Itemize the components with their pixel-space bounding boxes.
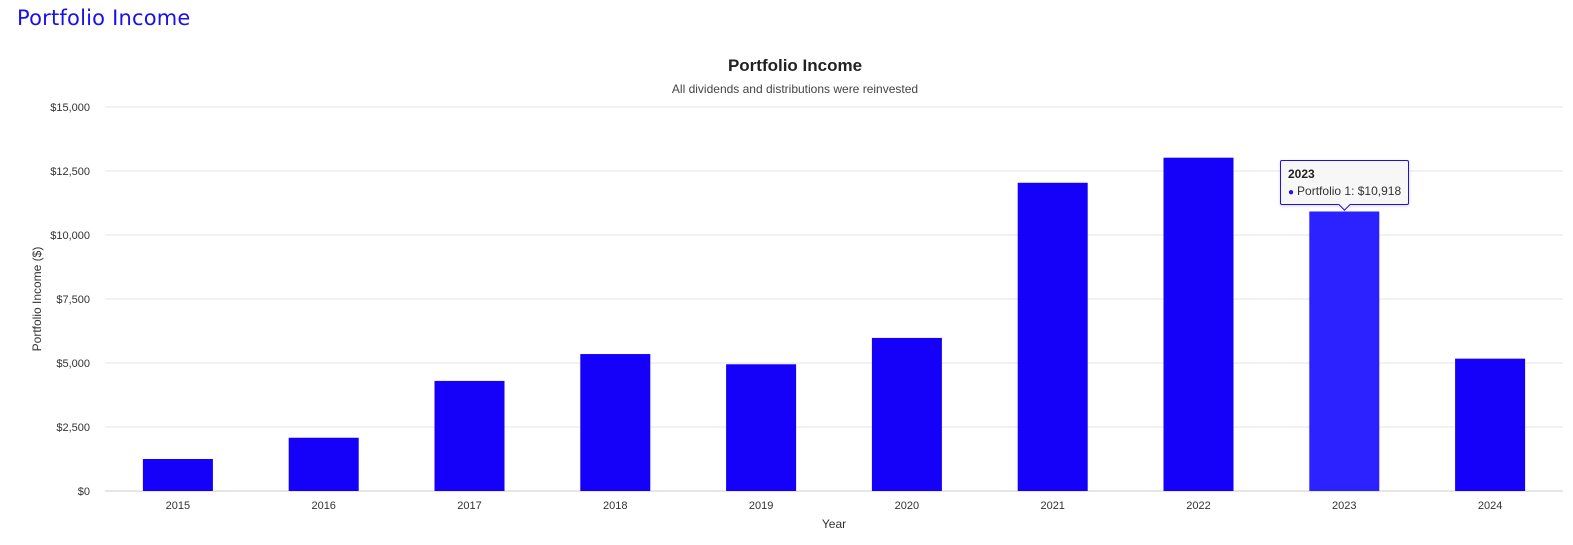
x-axis-label: Year: [822, 517, 846, 531]
bar-2015[interactable]: [142, 459, 213, 491]
y-axis-label: Portfolio Income ($): [30, 247, 44, 352]
bar-2016[interactable]: [288, 437, 359, 491]
bar-2023[interactable]: [1309, 211, 1380, 491]
tooltip-series-value: Portfolio 1: $10,918: [1297, 184, 1402, 198]
bar-2020[interactable]: [871, 337, 942, 491]
bar-2021[interactable]: [1017, 182, 1088, 491]
x-tick-label: 2024: [1478, 500, 1502, 512]
bar-2017[interactable]: [434, 380, 505, 491]
y-tick-label: $12,500: [50, 166, 90, 178]
x-tick-label: 2023: [1332, 500, 1356, 512]
y-tick-label: $15,000: [50, 102, 90, 114]
series-dot-icon: ●: [1288, 187, 1295, 198]
y-axis-ticks: $0 $2,500 $5,000 $7,500 $10,000 $12,500 $15,00…: [50, 102, 90, 498]
chart-title: Portfolio Income: [728, 56, 862, 75]
x-tick-label: 2016: [311, 500, 335, 512]
y-tick-label: $2,500: [56, 422, 90, 434]
bar-2024[interactable]: [1455, 358, 1526, 491]
bar-2022[interactable]: [1163, 157, 1234, 492]
x-tick-label: 2015: [166, 500, 190, 512]
bar-2018[interactable]: [580, 354, 651, 491]
y-tick-label: $0: [78, 486, 90, 498]
x-tick-label: 2019: [749, 500, 773, 512]
bars: [142, 157, 1526, 492]
x-tick-label: 2017: [457, 500, 481, 512]
x-tick-label: 2020: [895, 500, 919, 512]
x-axis-ticks: 2015 2016 2017 2018 2019 2020 2021 2022 2023 2024: [166, 500, 1503, 512]
page-heading: Portfolio Income: [17, 6, 191, 30]
x-tick-label: 2018: [603, 500, 627, 512]
chart-subtitle: All dividends and distributions were rei…: [672, 82, 918, 96]
y-tick-label: $10,000: [50, 230, 90, 242]
tooltip-series-row: ● Portfolio 1: $10,918: [1288, 184, 1401, 198]
x-tick-label: 2021: [1040, 500, 1064, 512]
tooltip-year: 2023: [1288, 167, 1315, 181]
bar-2019[interactable]: [726, 364, 797, 491]
y-tick-label: $5,000: [56, 358, 90, 370]
x-tick-label: 2022: [1186, 500, 1210, 512]
y-tick-label: $7,500: [56, 294, 90, 306]
